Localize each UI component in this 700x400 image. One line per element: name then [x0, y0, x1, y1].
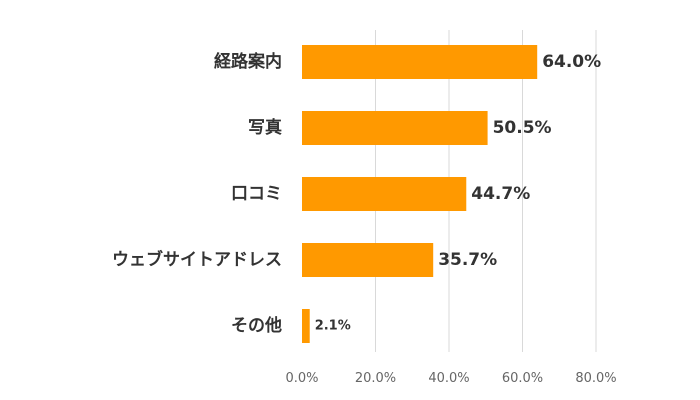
- x-tick-label: 20.0%: [355, 371, 396, 386]
- category-label: 写真: [248, 117, 282, 138]
- bar: [302, 111, 488, 145]
- bars: [302, 45, 538, 343]
- bar: [302, 309, 310, 343]
- category-label: 経路案内: [214, 51, 282, 72]
- data-label: 2.1%: [315, 319, 351, 334]
- data-label: 44.7%: [471, 184, 530, 204]
- value-labels: 64.0% 50.5% 44.7% 35.7% 2.1%: [315, 52, 601, 334]
- x-tick-label: 0.0%: [285, 371, 318, 386]
- bar: [302, 177, 467, 211]
- category-label: 口コミ: [231, 184, 282, 204]
- x-axis-ticks: 0.0% 20.0% 40.0% 60.0% 80.0%: [285, 371, 616, 386]
- data-label: 35.7%: [438, 250, 497, 270]
- category-label: ウェブサイトアドレス: [112, 249, 282, 270]
- data-label: 64.0%: [542, 52, 601, 72]
- category-label: その他: [231, 315, 282, 336]
- bar: [302, 45, 538, 79]
- x-tick-label: 80.0%: [575, 371, 616, 386]
- data-label: 50.5%: [493, 118, 552, 138]
- bar: [302, 243, 434, 277]
- x-tick-label: 60.0%: [502, 371, 543, 386]
- x-tick-label: 40.0%: [428, 371, 469, 386]
